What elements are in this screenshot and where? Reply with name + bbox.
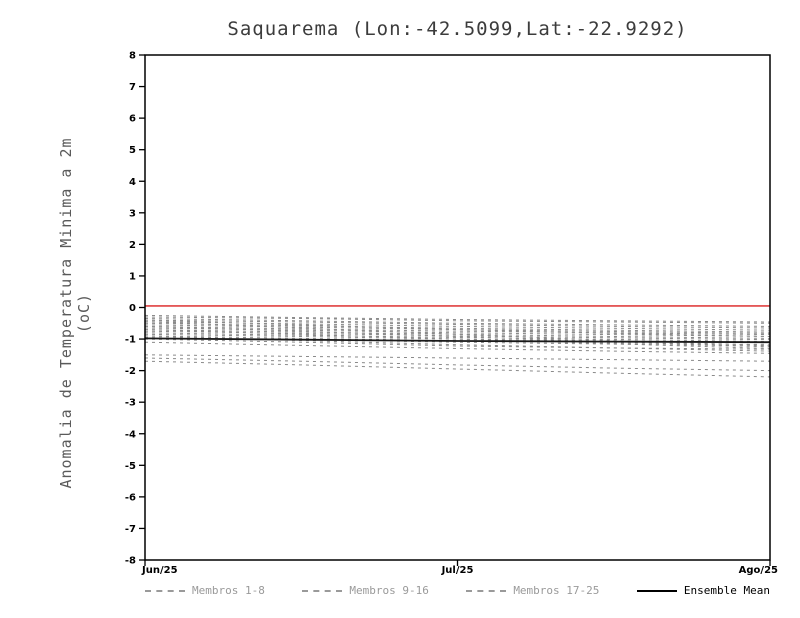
ensemble-member-line <box>144 341 771 354</box>
dashed-line-sample <box>302 589 343 592</box>
ensemble-member-line <box>144 335 771 352</box>
y-tick-label: -7 <box>125 524 136 535</box>
x-tick-label: Ago/25 <box>739 565 778 576</box>
legend-label: Membros 17-25 <box>513 584 600 597</box>
ensemble-mean-line <box>144 337 771 344</box>
ensemble-member-line <box>144 335 771 346</box>
ensemble-member-line <box>144 321 771 331</box>
ensemble-member-line <box>144 325 771 336</box>
ensemble-member-line <box>144 357 771 372</box>
ensemble-member-line <box>144 316 771 324</box>
y-tick-label: 7 <box>129 82 136 93</box>
solid-line-sample <box>636 589 677 592</box>
y-tick-label: -6 <box>125 492 136 503</box>
ensemble-member-line <box>144 329 771 339</box>
ensemble-member-line <box>144 332 771 343</box>
dashed-line-sample <box>145 589 185 592</box>
ensemble-member-line <box>144 322 771 333</box>
y-tick-label: 8 <box>129 51 136 62</box>
ensemble-member-line <box>144 314 771 323</box>
y-tick-label: 0 <box>129 303 136 314</box>
y-tick-label: -1 <box>125 335 136 346</box>
y-tick-label: 6 <box>129 114 136 125</box>
ensemble-member-line <box>144 360 771 378</box>
y-tick-label: -8 <box>125 556 136 567</box>
y-tick-label: -3 <box>125 398 136 409</box>
ensemble-member-line <box>144 354 771 362</box>
legend-item-membros-17-25: Membros 17-25 <box>466 584 599 597</box>
ensemble-member-line <box>144 338 771 350</box>
ensemble-member-line <box>144 337 771 347</box>
chart-title: Saquarema (Lon:-42.5099,Lat:-22.9292) <box>227 18 688 40</box>
chart-legend: Membros 1-8 Membros 9-16 Membros 17-25 E… <box>145 584 770 597</box>
y-tick-label: -5 <box>125 461 136 472</box>
y-tick-label: 2 <box>129 240 136 251</box>
x-tick-label: Jun/25 <box>141 565 178 576</box>
ensemble-member-line <box>144 318 771 327</box>
y-tick-label: 1 <box>129 271 136 282</box>
ensemble-member-line <box>144 327 771 337</box>
y-tick-label: -2 <box>125 366 136 377</box>
legend-label: Ensemble Mean <box>683 584 770 597</box>
legend-item-membros-9-16: Membros 9-16 <box>302 584 429 597</box>
y-tick-label: -4 <box>125 429 136 440</box>
plot-frame <box>144 54 771 561</box>
x-tick-label: Jul/25 <box>441 565 474 576</box>
legend-item-membros-1-8: Membros 1-8 <box>145 584 265 597</box>
dashed-line-sample <box>466 589 507 592</box>
y-tick-label: 3 <box>129 208 136 219</box>
y-tick-label: 4 <box>129 177 136 188</box>
ensemble-member-line <box>144 330 771 341</box>
ensemble-member-line <box>144 319 771 329</box>
y-tick-label: 5 <box>129 145 136 156</box>
legend-label: Membros 9-16 <box>349 584 429 597</box>
legend-label: Membros 1-8 <box>192 584 265 597</box>
legend-item-ensemble-mean: Ensemble Mean <box>636 584 770 597</box>
ensemble-member-line <box>144 324 771 334</box>
